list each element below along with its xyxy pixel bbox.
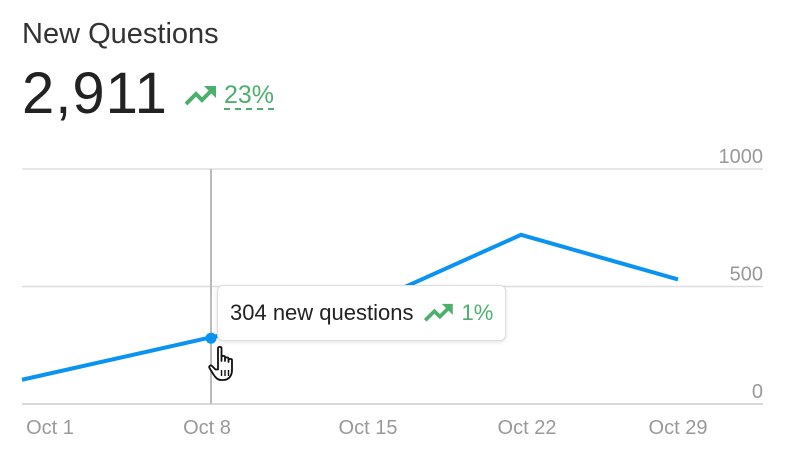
trending-up-icon	[423, 302, 455, 324]
total-trend[interactable]: 23%	[184, 80, 275, 112]
x-tick-label: Oct 22	[498, 417, 557, 439]
total-count: 2,911	[22, 61, 168, 126]
total-change-percent[interactable]: 23%	[224, 81, 275, 110]
point-tooltip: 304 new questions 1%	[217, 285, 507, 341]
hand-pointer-icon	[207, 345, 241, 388]
tooltip-change-percent: 1%	[461, 300, 494, 325]
chart-title: New Questions	[22, 18, 219, 50]
tooltip-label: 304 new questions	[230, 300, 414, 325]
highlighted-point[interactable]	[205, 332, 217, 344]
y-tick-label: 1000	[719, 146, 764, 168]
x-tick-label: Oct 15	[339, 417, 398, 439]
x-tick-label: Oct 1	[26, 417, 74, 439]
y-tick-label: 0	[752, 381, 763, 403]
x-tick-label: Oct 29	[649, 417, 708, 439]
x-tick-label: Oct 8	[183, 417, 231, 439]
trending-up-icon	[184, 84, 218, 108]
y-tick-label: 500	[730, 264, 763, 286]
